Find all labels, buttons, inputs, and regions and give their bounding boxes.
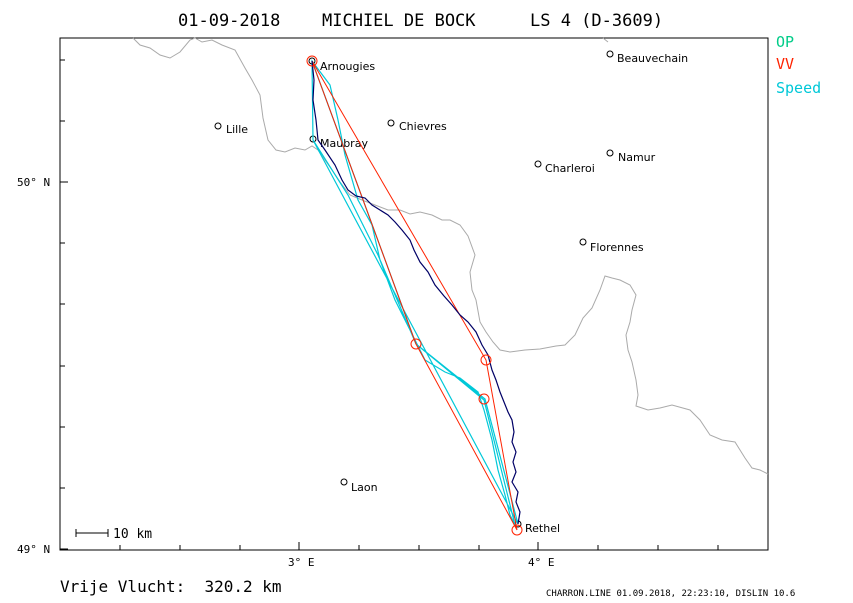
place-marker-chievres: [387, 119, 395, 127]
place-label-charleroi: Charleroi: [545, 162, 595, 175]
footer-credit: CHARRON.LINE 01.09.2018, 22:23:10, DISLI…: [546, 589, 795, 599]
place-marker-charleroi: [534, 160, 542, 168]
speed-track: [311, 59, 519, 526]
place-label-arnougies: Arnougies: [320, 60, 375, 73]
place-label-lille: Lille: [226, 123, 248, 136]
scale-bar-label: 10 km: [113, 527, 152, 542]
legend-vv: VV: [776, 55, 794, 73]
turnpoint-2: [480, 354, 492, 366]
scale-bar: 10 km: [75, 527, 152, 542]
lat-label-50: 50° N: [17, 176, 50, 189]
turnpoint-start: [306, 55, 318, 67]
lon-label-3: 3° E: [288, 556, 315, 569]
place-marker-lille: [214, 122, 222, 130]
lat-label-49: 49° N: [17, 543, 50, 556]
place-label-laon: Laon: [351, 481, 378, 494]
place-marker-florennes: [579, 238, 587, 246]
country-borders: [132, 37, 769, 475]
axis-ticks: [60, 59, 719, 550]
flight-track: [311, 60, 521, 525]
place-label-chievres: Chievres: [399, 120, 447, 133]
place-marker-laon: [340, 478, 348, 486]
place-label-beauvechain: Beauvechain: [617, 52, 688, 65]
map-frame: [59, 37, 769, 551]
free-flight-distance: Vrije Vlucht: 320.2 km: [60, 577, 282, 596]
lon-label-4: 4° E: [528, 556, 555, 569]
turnpoint-3: [478, 393, 490, 405]
place-label-namur: Namur: [618, 151, 656, 164]
place-label-rethel: Rethel: [525, 522, 560, 535]
legend-speed: Speed: [776, 79, 821, 97]
legend-op: OP: [776, 33, 794, 51]
place-marker-namur: [606, 149, 614, 157]
place-label-maubray: Maubray: [320, 137, 368, 150]
place-marker-beauvechain: [606, 50, 614, 58]
pilot-name: MICHIEL DE BOCK: [322, 11, 476, 31]
place-label-florennes: Florennes: [590, 241, 644, 254]
glider-id: LS 4 (D-3609): [530, 11, 663, 31]
turnpoint-1: [410, 338, 422, 350]
vv-route: [311, 60, 518, 531]
turnpoint-finish: [511, 524, 523, 536]
places: Arnougies Beauvechain Lille Chievres Mau…: [214, 50, 688, 535]
flight-date: 01-09-2018: [178, 11, 280, 31]
turnpoints: [306, 55, 523, 536]
